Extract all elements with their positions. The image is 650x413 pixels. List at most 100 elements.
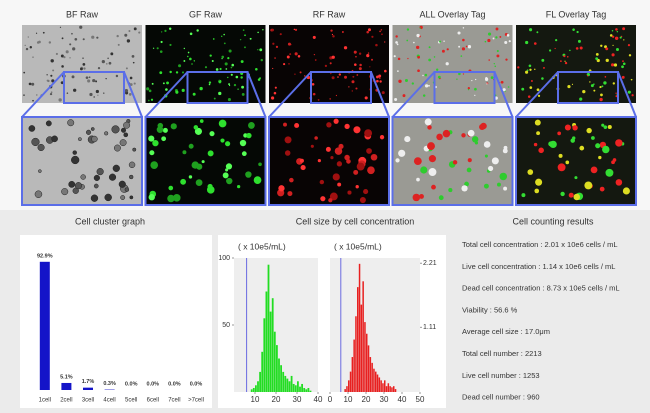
cell bbox=[51, 79, 55, 83]
cell bbox=[615, 139, 623, 147]
histogram-bar bbox=[301, 383, 303, 392]
cell bbox=[219, 67, 222, 71]
cell bbox=[294, 52, 298, 56]
cell bbox=[496, 49, 499, 53]
cell bbox=[118, 180, 126, 188]
cell bbox=[199, 119, 204, 123]
cell bbox=[255, 67, 258, 71]
cell bbox=[603, 81, 607, 85]
cell bbox=[599, 97, 603, 102]
x-tick-label: 1cell bbox=[39, 398, 51, 404]
cell bbox=[246, 132, 252, 139]
histogram-bar bbox=[357, 287, 359, 392]
zoom-region bbox=[433, 71, 496, 104]
cell bbox=[452, 160, 458, 165]
cell bbox=[417, 55, 421, 59]
x-tick-label: 6cell bbox=[147, 398, 159, 404]
cell bbox=[169, 70, 172, 74]
cell bbox=[228, 83, 231, 86]
cell bbox=[111, 125, 120, 134]
cell bbox=[406, 28, 410, 31]
cell bbox=[182, 150, 187, 155]
cell bbox=[420, 166, 428, 174]
cell bbox=[572, 125, 578, 131]
cell bbox=[304, 75, 306, 77]
cell bbox=[162, 127, 168, 133]
cell bbox=[462, 38, 465, 42]
cell bbox=[416, 33, 420, 38]
cell bbox=[465, 45, 468, 48]
cell bbox=[536, 88, 540, 92]
zoom-image bbox=[268, 116, 390, 206]
histogram-bar bbox=[380, 380, 382, 392]
cell bbox=[564, 61, 568, 65]
x-tick-label: 50 bbox=[416, 395, 425, 404]
bar bbox=[39, 261, 50, 390]
result-line: Live cell concentration : 1.14 x 10e6 ce… bbox=[462, 262, 615, 271]
cell bbox=[603, 125, 608, 129]
cell bbox=[69, 43, 72, 46]
cell bbox=[497, 182, 501, 187]
cell bbox=[183, 47, 185, 50]
histogram-bar bbox=[267, 264, 270, 392]
result-line: Viability : 56.6 % bbox=[462, 305, 518, 314]
cell bbox=[428, 84, 430, 87]
result-line: Live cell number : 1253 bbox=[462, 371, 540, 380]
cell bbox=[48, 41, 52, 44]
histogram-bar bbox=[367, 345, 370, 392]
cell bbox=[258, 162, 262, 167]
cell bbox=[148, 99, 150, 102]
cell bbox=[569, 49, 571, 52]
cell bbox=[490, 76, 494, 79]
cell bbox=[274, 86, 277, 89]
cell bbox=[204, 66, 208, 69]
zoom-region bbox=[63, 71, 125, 104]
cell bbox=[260, 58, 263, 62]
zoom-connector bbox=[123, 71, 143, 118]
cell bbox=[82, 63, 86, 66]
cell bbox=[622, 187, 630, 195]
cell bbox=[419, 194, 424, 199]
result-line: Total cell number : 2213 bbox=[462, 349, 542, 358]
cell bbox=[607, 124, 612, 130]
cell bbox=[397, 57, 401, 61]
cell bbox=[87, 79, 91, 83]
histogram-bar bbox=[375, 371, 377, 392]
cell bbox=[150, 161, 159, 169]
cell bbox=[543, 66, 545, 69]
cell bbox=[379, 80, 382, 83]
cell bbox=[123, 121, 131, 129]
y-tick-label: 50 bbox=[222, 322, 230, 329]
histogram-bar bbox=[282, 371, 285, 392]
cell bbox=[611, 29, 614, 32]
zoom-connector bbox=[370, 71, 390, 118]
cell bbox=[574, 176, 578, 180]
cell bbox=[115, 74, 119, 78]
cell bbox=[314, 59, 317, 61]
cell bbox=[529, 86, 533, 89]
histogram-bar bbox=[373, 368, 375, 392]
histogram-bar bbox=[252, 387, 255, 392]
cell bbox=[612, 35, 615, 38]
cell bbox=[71, 155, 80, 165]
cell bbox=[249, 37, 252, 40]
cell bbox=[613, 63, 618, 67]
cell bbox=[227, 76, 229, 79]
cell bbox=[146, 87, 150, 91]
cell bbox=[257, 31, 259, 34]
zoom-connector bbox=[617, 71, 637, 118]
cell bbox=[28, 125, 36, 132]
cell bbox=[55, 52, 58, 56]
cell bbox=[287, 191, 293, 197]
histogram-bar bbox=[303, 387, 306, 392]
value-label: 0.0% bbox=[125, 381, 138, 387]
cell bbox=[181, 71, 185, 74]
cell bbox=[156, 47, 159, 50]
cell bbox=[488, 59, 490, 61]
cluster-panel bbox=[20, 235, 212, 408]
cell bbox=[579, 46, 583, 50]
cell bbox=[560, 60, 562, 63]
cell bbox=[38, 169, 42, 173]
cell bbox=[74, 37, 78, 41]
